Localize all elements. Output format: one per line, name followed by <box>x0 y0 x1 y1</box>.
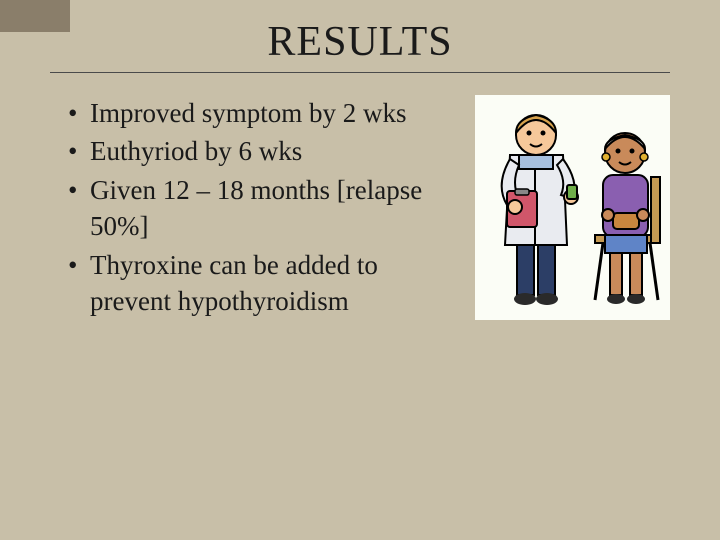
list-item: Improved symptom by 2 wks <box>68 95 465 131</box>
corner-accent <box>0 0 70 32</box>
clipart-illustration <box>475 95 670 320</box>
slide-container: RESULTS Improved symptom by 2 wks Euthyr… <box>0 0 720 540</box>
list-item: Given 12 – 18 months [relapse 50%] <box>68 172 465 245</box>
bullet-list: Improved symptom by 2 wks Euthyriod by 6… <box>50 95 465 322</box>
list-item: Euthyriod by 6 wks <box>68 133 465 169</box>
doctor-patient-icon <box>475 95 670 320</box>
title-rule <box>50 72 670 73</box>
content-row: Improved symptom by 2 wks Euthyriod by 6… <box>50 95 670 322</box>
slide-title: RESULTS <box>50 18 670 66</box>
list-item: Thyroxine can be added to prevent hypoth… <box>68 247 465 320</box>
